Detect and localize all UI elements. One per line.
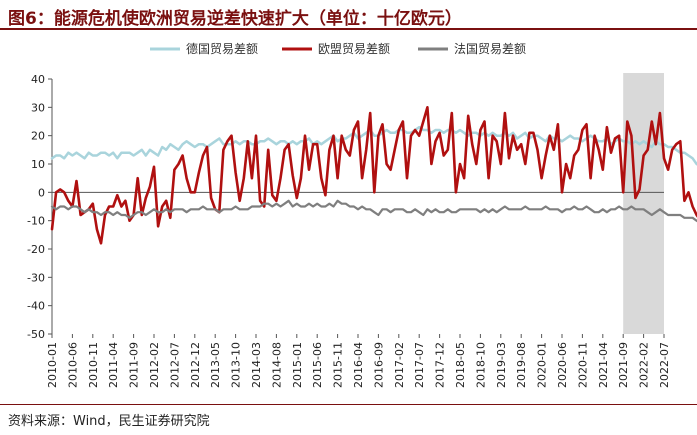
y-tick-label: -40 xyxy=(27,300,45,313)
x-tick-label: 2016-04 xyxy=(352,342,365,388)
legend: 德国贸易差额 欧盟贸易差额 法国贸易差额 xyxy=(150,41,526,56)
x-tick-label: 2020-11 xyxy=(576,342,589,388)
legend-label: 欧盟贸易差额 xyxy=(318,42,390,56)
x-tick-label: 2014-08 xyxy=(270,342,283,388)
x-tick-label: 2020-06 xyxy=(556,342,569,388)
x-tick-label: 2017-02 xyxy=(393,342,406,388)
x-tick-label: 2012-02 xyxy=(148,342,161,388)
x-tick-label: 2017-12 xyxy=(434,342,447,388)
legend-label: 法国贸易差额 xyxy=(454,42,526,56)
x-tick-label: 2015-01 xyxy=(291,342,304,388)
x-tick-label: 2013-10 xyxy=(230,342,243,388)
x-tick-label: 2016-09 xyxy=(372,342,385,388)
legend-label: 德国贸易差额 xyxy=(186,41,258,56)
shaded-region xyxy=(623,73,664,334)
x-tick-label: 2019-08 xyxy=(515,342,528,388)
source-note: 资料来源：Wind，民生证券研究院 xyxy=(8,414,210,429)
series-lines xyxy=(50,106,697,245)
x-tick-label: 2017-07 xyxy=(413,342,426,388)
footer-rule xyxy=(0,404,697,405)
x-tick-label: 2014-03 xyxy=(250,342,263,388)
shaded-period xyxy=(623,73,664,334)
x-tick-label: 2021-09 xyxy=(617,342,630,388)
y-tick-label: 10 xyxy=(31,158,45,171)
x-tick-label: 2010-01 xyxy=(46,342,59,388)
y-tick-label: 20 xyxy=(31,130,45,143)
title-rule xyxy=(0,28,697,30)
x-tick-label: 2022-07 xyxy=(658,342,671,388)
y-tick-label: -50 xyxy=(27,328,45,341)
x-tick-label: 2018-10 xyxy=(474,342,487,388)
x-tick-label: 2020-01 xyxy=(536,342,549,388)
x-tick-label: 2018-05 xyxy=(454,342,467,388)
y-tick-label: 40 xyxy=(31,73,45,86)
x-tick-label: 2019-03 xyxy=(495,342,508,388)
y-tick-label: -20 xyxy=(27,243,45,256)
y-tick-label: 0 xyxy=(38,186,45,199)
y-tick-label: 30 xyxy=(31,101,45,114)
x-tick-label: 2013-05 xyxy=(209,342,222,388)
y-tick-label: -30 xyxy=(27,271,45,284)
x-tick-label: 2012-07 xyxy=(168,342,181,388)
series-line-3 xyxy=(50,199,697,223)
chart-title: 图6：能源危机使欧洲贸易逆差快速扩大（单位：十亿欧元） xyxy=(8,9,462,29)
x-tick-label: 2011-04 xyxy=(107,342,120,388)
x-tick-label: 2022-02 xyxy=(638,342,651,388)
x-tick-label: 2010-11 xyxy=(87,342,100,388)
x-tick-label: 2011-09 xyxy=(128,342,141,388)
x-tick-label: 2015-06 xyxy=(311,342,324,388)
x-tick-label: 2021-04 xyxy=(597,342,610,388)
series-line-2 xyxy=(50,106,697,245)
x-tick-label: 2012-12 xyxy=(189,342,202,388)
x-tick-label: 2015-11 xyxy=(332,342,345,388)
y-tick-label: -10 xyxy=(27,215,45,228)
x-tick-label: 2010-06 xyxy=(66,342,79,388)
